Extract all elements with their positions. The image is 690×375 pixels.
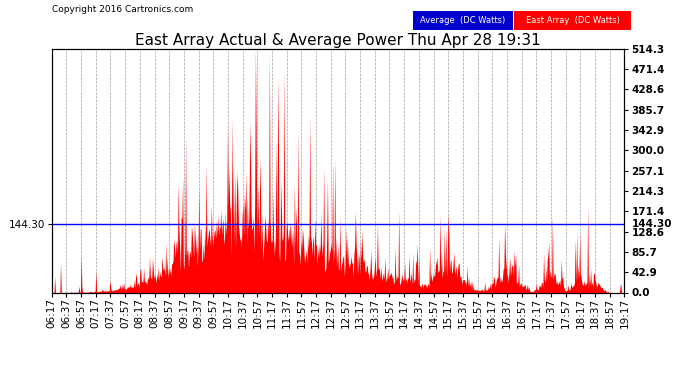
Text: Average  (DC Watts): Average (DC Watts) [420,16,505,25]
FancyBboxPatch shape [413,11,513,30]
Title: East Array Actual & Average Power Thu Apr 28 19:31: East Array Actual & Average Power Thu Ap… [135,33,541,48]
FancyBboxPatch shape [514,11,631,30]
Text: Copyright 2016 Cartronics.com: Copyright 2016 Cartronics.com [52,5,193,14]
Text: East Array  (DC Watts): East Array (DC Watts) [526,16,620,25]
Text: 144.30: 144.30 [631,219,672,229]
